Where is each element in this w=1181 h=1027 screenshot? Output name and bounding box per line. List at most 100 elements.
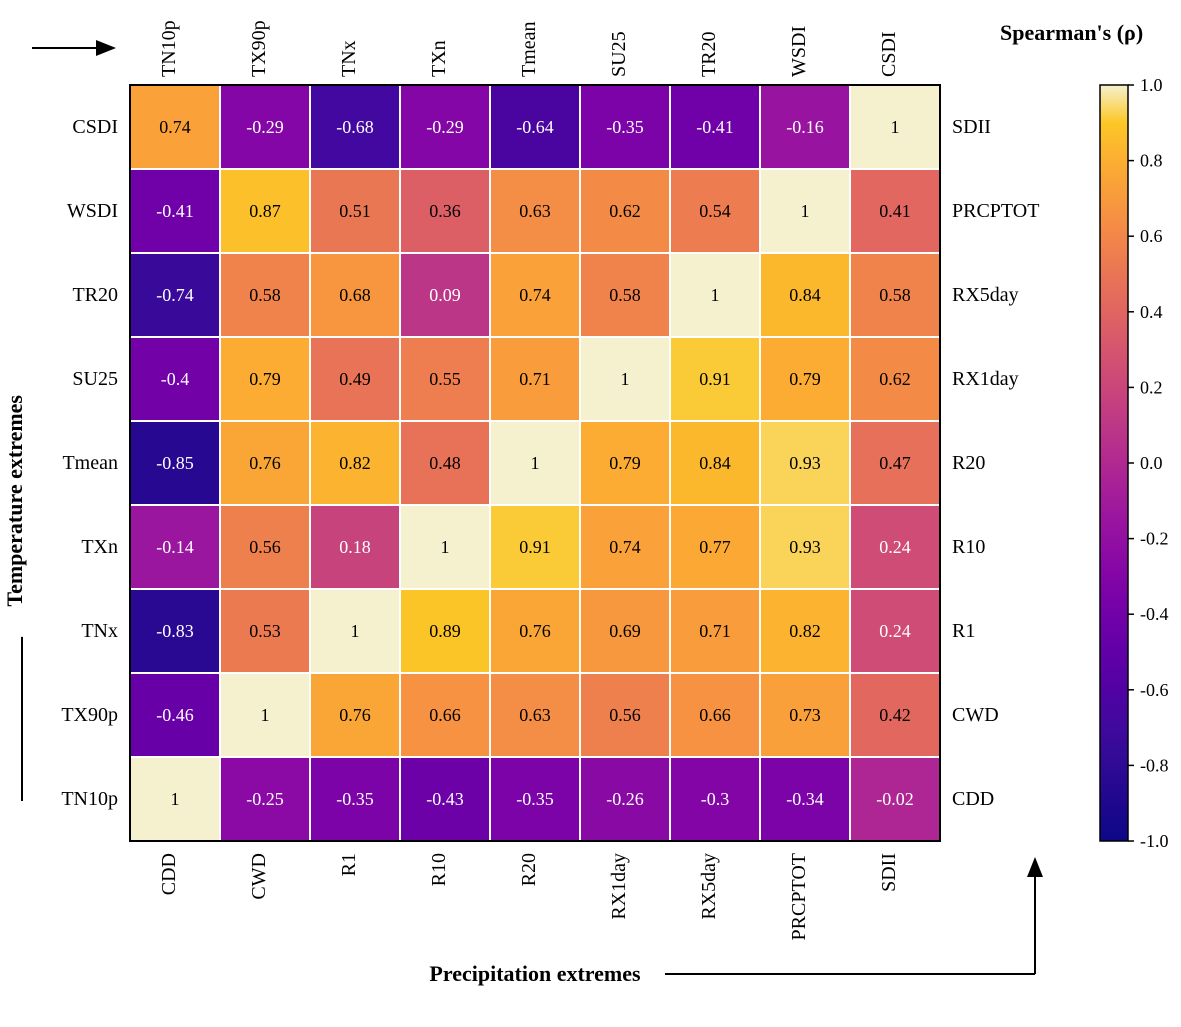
bottom-axis-label: R1 <box>338 853 360 876</box>
bottom-axis-label: RX5day <box>698 853 720 920</box>
heatmap-cell-value: -0.4 <box>161 369 190 389</box>
colorbar-tick-label: -0.4 <box>1140 604 1169 624</box>
heatmap-cell-value: 0.76 <box>339 705 371 725</box>
colorbar <box>1100 85 1128 841</box>
heatmap-cell-value: 0.69 <box>609 621 641 641</box>
right-axis-label: CDD <box>952 788 994 810</box>
bottom-axis-label: R20 <box>518 853 540 886</box>
heatmap-cell-value: 1 <box>261 705 270 725</box>
heatmap-cell-value: 0.56 <box>609 705 641 725</box>
colorbar-tick-label: 0.0 <box>1140 453 1163 473</box>
heatmap-cell-value: -0.29 <box>246 117 284 137</box>
heatmap-cell-value: 1 <box>621 369 630 389</box>
heatmap-cell-value: 0.74 <box>519 285 551 305</box>
heatmap-cell-value: -0.64 <box>516 117 554 137</box>
heatmap-cell-value: -0.85 <box>156 453 194 473</box>
top-axis-label: TN10p <box>158 20 180 77</box>
heatmap-cell-value: 0.55 <box>429 369 461 389</box>
colorbar-tick-label: 0.4 <box>1140 302 1163 322</box>
heatmap-svg: 0.74-0.29-0.68-0.29-0.64-0.35-0.41-0.161… <box>0 0 1181 1022</box>
heatmap-cell-value: 0.74 <box>159 117 191 137</box>
colorbar-tick-label: 0.2 <box>1140 377 1163 397</box>
heatmap-cell-value: 0.63 <box>519 201 551 221</box>
colorbar-tick-label: 1.0 <box>1140 75 1163 95</box>
heatmap-cell-value: 0.49 <box>339 369 371 389</box>
colorbar-tick-label: 0.6 <box>1140 226 1163 246</box>
left-axis-title: Temperature extremes <box>2 395 27 607</box>
heatmap-cell-value: -0.35 <box>336 789 374 809</box>
heatmap-cell-value: 0.24 <box>879 537 911 557</box>
heatmap-cell-value: 1 <box>351 621 360 641</box>
top-axis-label: WSDI <box>788 26 810 77</box>
heatmap-cell-value: -0.02 <box>876 789 914 809</box>
left-axis-label: SU25 <box>72 368 118 390</box>
heatmap-cell-value: 0.93 <box>789 537 821 557</box>
heatmap-cell-value: 0.47 <box>879 453 911 473</box>
heatmap-cell-value: 0.58 <box>879 285 911 305</box>
heatmap-cell-value: 1 <box>441 537 450 557</box>
heatmap-cell-value: 0.41 <box>879 201 911 221</box>
heatmap-cell-value: -0.83 <box>156 621 194 641</box>
top-axis-label: SU25 <box>608 31 630 77</box>
right-axis-label: CWD <box>952 704 999 726</box>
heatmap-cell-value: 0.53 <box>249 621 281 641</box>
heatmap-cell-value: 0.71 <box>519 369 551 389</box>
heatmap-cell-value: 0.91 <box>519 537 551 557</box>
colorbar-tick-label: 0.8 <box>1140 151 1163 171</box>
correlation-heatmap: 0.74-0.29-0.68-0.29-0.64-0.35-0.41-0.161… <box>0 0 1181 1022</box>
heatmap-cell-value: 0.62 <box>879 369 911 389</box>
colorbar-tick-label: -0.6 <box>1140 680 1169 700</box>
heatmap-cell-value: -0.35 <box>606 117 644 137</box>
right-axis-label: R20 <box>952 452 985 474</box>
bottom-axis-label: R10 <box>428 853 450 886</box>
right-axis-label: R1 <box>952 620 975 642</box>
colorbar-title: Spearman's (ρ) <box>1000 20 1143 45</box>
top-axis-label: TX90p <box>248 20 270 77</box>
top-axis-label: TR20 <box>698 31 720 77</box>
heatmap-cell-value: -0.68 <box>336 117 374 137</box>
heatmap-cell-value: 1 <box>171 789 180 809</box>
right-axis-label: RX1day <box>952 368 1019 390</box>
heatmap-cell-value: -0.41 <box>156 201 194 221</box>
colorbar-tick-label: -0.2 <box>1140 529 1169 549</box>
heatmap-cell-value: 0.24 <box>879 621 911 641</box>
left-axis-label: TXn <box>81 536 118 558</box>
heatmap-cell-value: -0.41 <box>696 117 734 137</box>
heatmap-cell-value: -0.46 <box>156 705 194 725</box>
heatmap-cell-value: -0.35 <box>516 789 554 809</box>
heatmap-cell-value: 0.79 <box>249 369 281 389</box>
left-axis-label: WSDI <box>67 200 118 222</box>
bottom-axis-title: Precipitation extremes <box>429 961 641 986</box>
right-axis-label: SDII <box>952 116 991 138</box>
heatmap-cell-value: 0.82 <box>339 453 371 473</box>
left-axis-label: TR20 <box>72 284 118 306</box>
top-axis-label: Tmean <box>518 21 540 77</box>
heatmap-cell-value: 0.79 <box>609 453 641 473</box>
heatmap-cell-value: 1 <box>711 285 720 305</box>
heatmap-cell-value: 1 <box>801 201 810 221</box>
right-axis-label: PRCPTOT <box>952 200 1039 222</box>
right-axis-label: R10 <box>952 536 985 558</box>
left-axis-label: TX90p <box>61 704 118 726</box>
colorbar-tick-label: -0.8 <box>1140 755 1169 775</box>
heatmap-cell-value: 0.18 <box>339 537 371 557</box>
heatmap-cell-value: 0.93 <box>789 453 821 473</box>
heatmap-cell-value: -0.14 <box>156 537 194 557</box>
left-axis-label: TN10p <box>61 788 118 810</box>
top-axis-label: CSDI <box>878 31 900 77</box>
heatmap-cell-value: 0.54 <box>699 201 731 221</box>
heatmap-cell-value: -0.25 <box>246 789 284 809</box>
heatmap-cell-value: 0.36 <box>429 201 461 221</box>
heatmap-cell-value: 1 <box>891 117 900 137</box>
right-axis-label: RX5day <box>952 284 1019 306</box>
heatmap-cell-value: 0.09 <box>429 285 461 305</box>
heatmap-cell-value: 0.71 <box>699 621 731 641</box>
heatmap-cell-value: 0.76 <box>249 453 281 473</box>
top-axis-label: TNx <box>338 40 360 77</box>
heatmap-cell-value: 0.51 <box>339 201 371 221</box>
heatmap-cell-value: -0.34 <box>786 789 824 809</box>
left-axis-label: Tmean <box>62 452 118 474</box>
heatmap-cell-value: 0.74 <box>609 537 641 557</box>
heatmap-cell-value: 0.66 <box>699 705 731 725</box>
heatmap-cell-value: 0.58 <box>249 285 281 305</box>
